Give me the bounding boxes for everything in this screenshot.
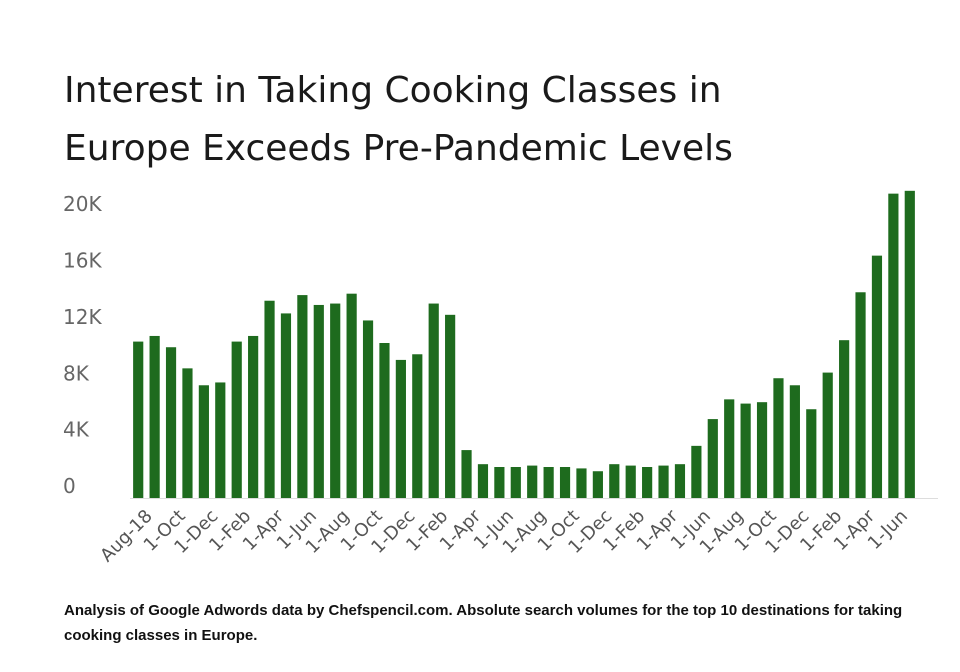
bar — [494, 467, 505, 498]
bar — [789, 385, 800, 498]
bar — [871, 255, 883, 498]
bar — [231, 341, 242, 498]
bar — [297, 295, 308, 498]
bar — [477, 464, 489, 498]
bar — [264, 300, 275, 498]
bar — [379, 343, 390, 498]
x-axis: Aug-181-Oct1-Dec1-Feb1-Apr1-Jun1-Aug1-Oc… — [96, 505, 912, 566]
bar — [773, 378, 784, 498]
bar — [740, 403, 751, 498]
bar — [362, 320, 374, 498]
chart-caption: Analysis of Google Adwords data by Chefs… — [64, 602, 903, 644]
bar — [198, 385, 209, 498]
bar — [625, 465, 636, 498]
bar — [428, 303, 439, 498]
bar — [609, 464, 620, 498]
bar — [330, 303, 341, 498]
bar — [182, 368, 193, 498]
y-tick-label: 8K — [63, 361, 90, 385]
bar — [395, 359, 406, 498]
bar — [576, 468, 587, 498]
y-tick-label: 16K — [63, 249, 102, 273]
bar — [756, 402, 768, 498]
bar — [691, 445, 702, 498]
bar — [527, 465, 538, 498]
bar — [904, 190, 915, 498]
bar — [133, 341, 144, 498]
bar-series — [133, 190, 915, 498]
bar — [707, 419, 718, 498]
bar — [855, 292, 866, 498]
bar — [346, 293, 357, 498]
bar — [806, 409, 817, 498]
bar — [280, 313, 292, 498]
chart-title-line-2: Europe Exceeds Pre-Pandemic Levels — [64, 128, 733, 169]
bar-chart: 0 4K 8K 12K 16K 20K Aug-181-Oct1-Dec1-Feb1-Ap… — [63, 190, 938, 566]
y-axis: 0 4K 8K 12K 16K 20K — [63, 192, 102, 498]
bar — [313, 304, 324, 498]
bar — [248, 335, 259, 498]
chart-title: Interest in Taking Cooking Classes in Eu… — [64, 62, 924, 178]
y-tick-label: 12K — [63, 305, 102, 329]
bar — [461, 450, 472, 498]
bar — [724, 399, 735, 498]
bar — [658, 465, 669, 498]
y-tick-label: 4K — [63, 418, 90, 442]
y-tick-label: 0 — [63, 474, 76, 498]
bar — [592, 471, 603, 498]
y-tick-label: 20K — [63, 192, 102, 216]
bar — [510, 467, 521, 498]
bar — [215, 382, 226, 498]
bar — [888, 193, 899, 498]
bar — [149, 335, 160, 498]
bar — [674, 464, 686, 498]
bar — [543, 467, 554, 498]
chart-title-line-1: Interest in Taking Cooking Classes in — [64, 70, 722, 111]
bar — [839, 340, 850, 498]
bar — [412, 354, 423, 498]
bar — [642, 467, 653, 498]
bar — [445, 314, 456, 498]
bar — [559, 467, 571, 498]
bar — [165, 347, 177, 498]
bar — [822, 372, 833, 498]
